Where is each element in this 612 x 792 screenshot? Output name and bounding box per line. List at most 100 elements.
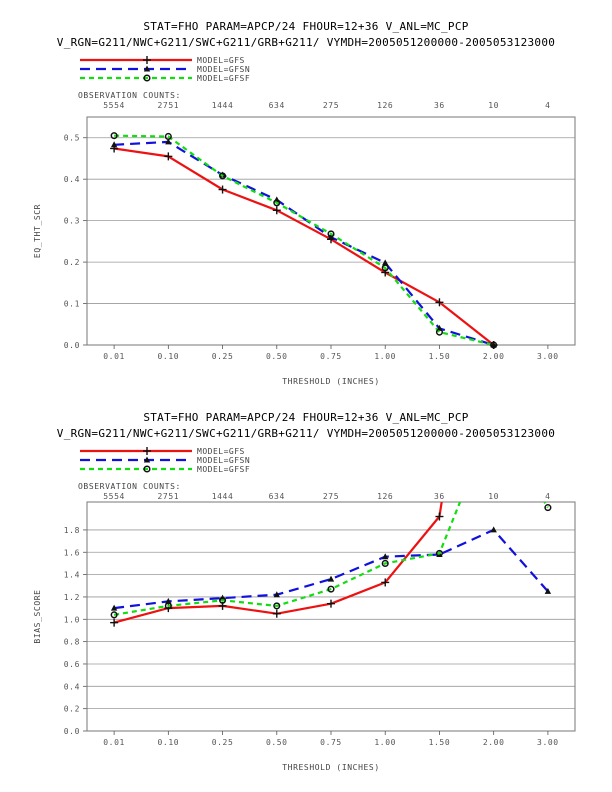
data-point <box>544 587 552 594</box>
x-tick-label: 0.50 <box>266 738 288 747</box>
y-tick-label: 0.2 <box>64 258 80 267</box>
x-tick-label: 0.50 <box>266 352 288 361</box>
y-tick-label: 0.3 <box>64 217 80 226</box>
data-point <box>110 604 118 611</box>
data-point <box>435 549 443 557</box>
obs-count: 2751 <box>157 492 179 501</box>
obs-count: 1444 <box>212 101 234 110</box>
data-point <box>273 199 281 207</box>
data-point <box>327 599 335 608</box>
legend-label: MODEL=GFS <box>197 56 245 65</box>
y-tick-label: 0.1 <box>64 300 80 309</box>
legend-label: MODEL=GFS <box>197 447 245 456</box>
data-point <box>490 341 498 349</box>
data-point <box>490 341 497 348</box>
y-tick-label: 0.0 <box>64 341 80 350</box>
obs-counts-label: OBSERVATION COUNTS: <box>78 482 181 491</box>
gridlines <box>83 529 575 732</box>
obs-count: 634 <box>269 101 285 110</box>
legend-label: MODEL=GFSF <box>197 465 250 474</box>
series-model-gfs <box>110 502 444 627</box>
x-tick-label: 1.00 <box>374 738 396 747</box>
series-line <box>113 502 443 624</box>
series-line <box>113 147 495 345</box>
data-point <box>164 132 172 141</box>
obs-count: 36 <box>434 101 445 110</box>
series-model-gfs <box>110 144 498 349</box>
data-point <box>110 132 118 140</box>
obs-count: 126 <box>377 492 393 501</box>
x-axis-label: THRESHOLD (INCHES) <box>282 377 380 386</box>
chart-panel-2: STAT=FHO PARAM=APCP/24 FHOUR=12+36 V_ANL… <box>33 411 576 772</box>
obs-count: 4 <box>545 101 550 110</box>
data-point <box>219 172 227 180</box>
data-point <box>544 504 552 512</box>
y-axis-label: EQ_THT_SCR <box>33 204 42 258</box>
y-tick-label: 1.6 <box>64 548 80 557</box>
x-tick-label: 0.75 <box>320 738 342 747</box>
x-tick-label: 3.00 <box>537 738 559 747</box>
legend-item: MODEL=GFSN <box>80 456 250 465</box>
y-tick-label: 1.8 <box>64 526 80 535</box>
legend-item: MODEL=GFSF <box>80 465 250 474</box>
legend-marker <box>143 456 151 463</box>
legend-item: MODEL=GFSF <box>80 74 250 83</box>
data-point <box>435 298 444 307</box>
data-point <box>218 185 227 194</box>
obs-counts-label: OBSERVATION COUNTS: <box>78 91 181 100</box>
legend-label: MODEL=GFSN <box>197 65 250 74</box>
y-tick-label: 0.8 <box>64 638 80 647</box>
data-point <box>382 259 389 266</box>
legend-item: MODEL=GFSN <box>80 65 250 74</box>
gridlines <box>83 137 575 346</box>
y-tick-label: 0.2 <box>64 705 80 714</box>
data-point <box>272 206 281 215</box>
data-point <box>382 553 389 560</box>
legend-label: MODEL=GFSN <box>197 456 250 465</box>
y-axis-label: BIAS_SCORE <box>33 589 42 643</box>
obs-count: 634 <box>269 492 285 501</box>
data-point <box>327 575 335 582</box>
obs-count: 4 <box>545 492 550 501</box>
data-point <box>381 264 389 272</box>
series-model-gfsf <box>110 502 552 619</box>
obs-count: 10 <box>488 101 499 110</box>
data-point <box>165 597 172 604</box>
data-point <box>273 591 280 598</box>
data-point <box>110 611 118 619</box>
data-point <box>435 512 444 521</box>
data-point <box>219 596 227 604</box>
x-tick-label: 2.00 <box>483 352 505 361</box>
legend-item: MODEL=GFS <box>80 56 245 65</box>
x-tick-label: 0.01 <box>103 352 125 361</box>
series-line <box>114 140 495 345</box>
data-point <box>381 559 389 567</box>
obs-count: 275 <box>323 101 339 110</box>
data-point <box>490 526 497 533</box>
legend-marker <box>143 74 151 82</box>
data-point <box>435 328 443 336</box>
series-line <box>113 502 549 616</box>
legend-item: MODEL=GFS <box>80 447 245 456</box>
y-tick-label: 1.4 <box>64 571 80 580</box>
x-tick-label: 3.00 <box>537 352 559 361</box>
data-point <box>164 602 172 610</box>
obs-count: 1444 <box>212 492 234 501</box>
legend-marker <box>143 65 151 72</box>
chart-title: STAT=FHO PARAM=APCP/24 FHOUR=12+36 V_ANL… <box>143 411 468 424</box>
legend-label: MODEL=GFSF <box>197 74 250 83</box>
x-tick-label: 0.01 <box>103 738 125 747</box>
chart-panel-1: STAT=FHO PARAM=APCP/24 FHOUR=12+36 V_ANL… <box>33 20 576 386</box>
data-point <box>164 152 173 161</box>
data-point <box>110 618 119 627</box>
data-point <box>381 578 390 587</box>
x-tick-label: 0.75 <box>320 352 342 361</box>
x-tick-label: 0.10 <box>157 738 179 747</box>
obs-count: 5554 <box>103 101 125 110</box>
series-line <box>113 528 549 610</box>
obs-count: 36 <box>434 492 445 501</box>
x-tick-label: 0.25 <box>212 352 234 361</box>
plot-frame <box>86 501 576 732</box>
